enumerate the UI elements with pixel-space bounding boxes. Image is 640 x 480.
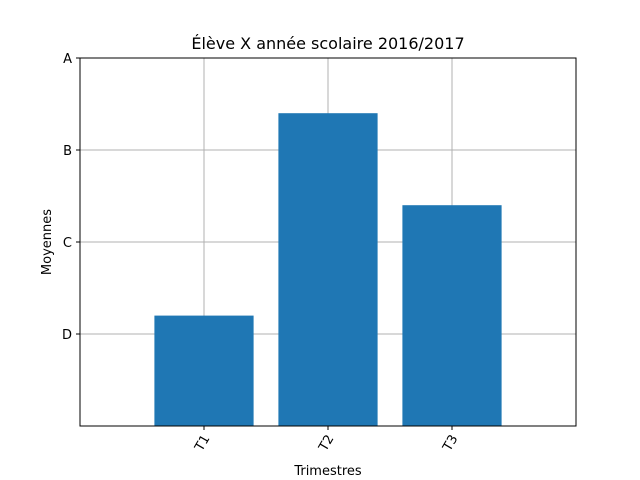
x-tick-label-t2: T2: [316, 433, 338, 455]
bar-t1: [154, 315, 254, 426]
y-tick-label-c: C: [63, 236, 72, 251]
bar-t2: [278, 113, 378, 426]
x-tick-label-t3: T3: [440, 433, 462, 455]
y-axis-ticks: D C B A: [62, 52, 80, 343]
x-axis-label: Trimestres: [293, 464, 362, 479]
y-tick-label-b: B: [63, 144, 72, 159]
x-tick-label-t1: T1: [192, 433, 214, 455]
bar-t3: [402, 205, 502, 426]
y-axis-label: Moyennes: [40, 209, 55, 275]
bars: [154, 113, 502, 426]
x-axis-ticks: T1 T2 T3: [192, 426, 462, 455]
chart-title: Élève X année scolaire 2016/2017: [191, 34, 464, 53]
y-tick-label-a: A: [63, 52, 72, 67]
y-tick-label-d: D: [62, 328, 72, 343]
